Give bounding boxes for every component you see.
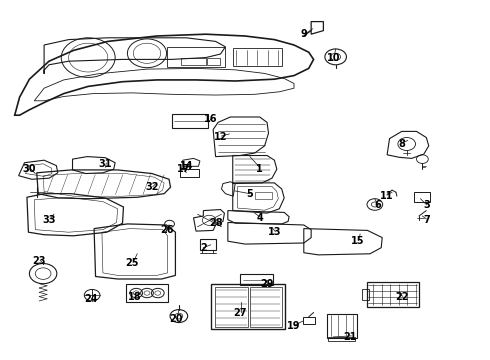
Text: 24: 24 (84, 294, 98, 304)
Text: 32: 32 (145, 182, 159, 192)
Text: 25: 25 (125, 258, 139, 268)
Bar (172, 114, 208, 128)
Bar (200, 239, 216, 250)
Text: 33: 33 (42, 215, 56, 225)
Text: 11: 11 (380, 191, 394, 201)
Text: 14: 14 (179, 161, 193, 171)
Bar (211, 284, 285, 329)
Text: 12: 12 (214, 132, 227, 142)
Bar (367, 282, 419, 307)
Text: 9: 9 (300, 29, 307, 39)
Bar (180, 169, 199, 177)
Text: 8: 8 (398, 139, 405, 149)
Text: 30: 30 (23, 164, 36, 174)
Text: 15: 15 (351, 236, 365, 246)
Bar (328, 337, 355, 341)
Text: 23: 23 (32, 256, 46, 266)
Text: 22: 22 (395, 292, 409, 302)
Text: 27: 27 (233, 308, 247, 318)
Bar (207, 58, 220, 65)
Text: 31: 31 (98, 159, 112, 169)
Text: 6: 6 (374, 200, 381, 210)
Bar (250, 287, 282, 327)
Bar (126, 284, 168, 302)
Text: 3: 3 (423, 200, 430, 210)
Bar (362, 289, 369, 300)
Text: 7: 7 (423, 215, 430, 225)
Text: 16: 16 (204, 114, 218, 124)
Text: 18: 18 (128, 292, 142, 302)
Bar (327, 314, 357, 338)
Text: 13: 13 (268, 227, 281, 237)
Text: 1: 1 (256, 164, 263, 174)
Text: 28: 28 (209, 218, 222, 228)
Bar (181, 58, 206, 65)
Bar (215, 287, 248, 327)
Bar (255, 192, 272, 199)
Bar (303, 317, 315, 324)
Text: 20: 20 (170, 314, 183, 324)
Bar (240, 274, 273, 285)
Bar (233, 48, 282, 66)
Text: 10: 10 (326, 53, 340, 63)
Text: 29: 29 (260, 279, 274, 289)
Bar (414, 192, 430, 202)
Text: 19: 19 (287, 321, 301, 331)
Text: 17: 17 (177, 164, 191, 174)
Text: 5: 5 (246, 189, 253, 199)
Text: 21: 21 (343, 332, 357, 342)
Bar (167, 47, 225, 67)
Text: 4: 4 (256, 213, 263, 223)
Text: 26: 26 (160, 225, 173, 235)
Text: 2: 2 (200, 243, 207, 253)
